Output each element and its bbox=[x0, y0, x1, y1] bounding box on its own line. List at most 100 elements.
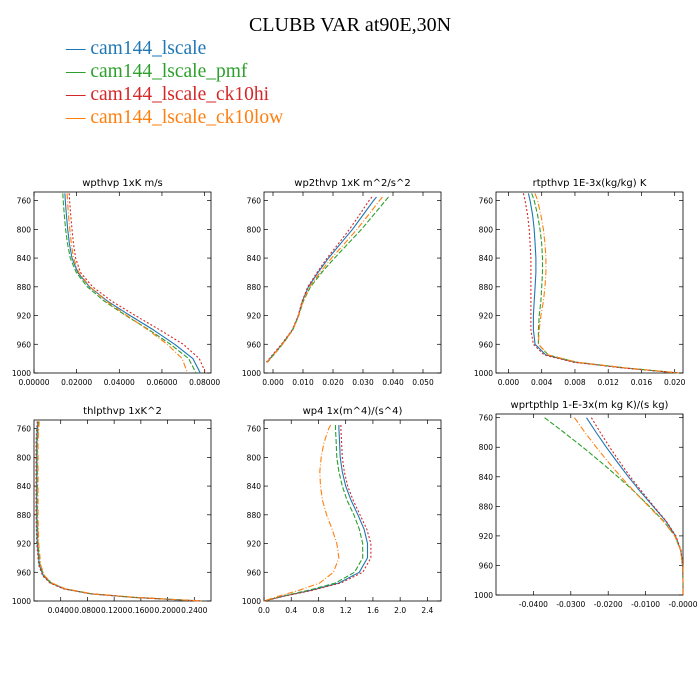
series-line bbox=[68, 193, 207, 374]
legend-swatch: — bbox=[66, 38, 91, 59]
panel-title: wprtpthlp 1-E-3x(m kg K)/(s kg) bbox=[511, 400, 669, 411]
legend-label: cam144_lscale bbox=[90, 38, 207, 59]
y-tick-label: 800 bbox=[247, 225, 262, 234]
x-tick-label: 0.00000 bbox=[18, 378, 49, 387]
series-line bbox=[265, 196, 373, 363]
x-tick-label: 0.4 bbox=[285, 606, 297, 615]
legend-item-ck10low: — cam144_lscale_ck10low bbox=[66, 106, 283, 129]
y-tick-label: 920 bbox=[479, 532, 494, 541]
x-tick-label: 0.000 bbox=[262, 378, 284, 387]
x-tick-label: -0.0000 bbox=[669, 600, 698, 609]
x-tick-label: -0.0200 bbox=[594, 600, 623, 609]
y-tick-label: 800 bbox=[479, 443, 494, 452]
x-tick-label: 0.02000 bbox=[61, 378, 92, 387]
legend-label: cam144_lscale_pmf bbox=[90, 61, 248, 82]
series-line bbox=[544, 417, 684, 595]
y-tick-label: 800 bbox=[247, 453, 262, 462]
y-tick-label: 920 bbox=[17, 540, 32, 549]
series-line bbox=[263, 425, 364, 602]
x-tick-label: 0.2000 bbox=[154, 606, 180, 615]
series-line bbox=[263, 425, 372, 602]
series-line bbox=[62, 193, 197, 374]
legend-item-pmf: — cam144_lscale_pmf bbox=[66, 60, 283, 83]
x-tick-label: 1.6 bbox=[367, 606, 379, 615]
series-line bbox=[66, 193, 189, 374]
y-tick-label: 960 bbox=[17, 340, 32, 349]
x-tick-label: 0.016 bbox=[631, 378, 653, 387]
legend-swatch: — bbox=[66, 84, 91, 105]
legend-swatch: — bbox=[66, 107, 91, 128]
y-tick-label: 760 bbox=[247, 197, 262, 206]
y-tick-label: 880 bbox=[479, 283, 494, 292]
x-tick-label: 0.04000 bbox=[104, 378, 135, 387]
x-tick-label: 0.0 bbox=[258, 606, 270, 615]
series-line bbox=[522, 193, 679, 374]
panel-frame bbox=[495, 413, 684, 596]
x-tick-label: 0.004 bbox=[531, 378, 553, 387]
legend-label: cam144_lscale_ck10hi bbox=[90, 84, 270, 105]
x-tick-label: 0.020 bbox=[322, 378, 344, 387]
x-tick-label: 1.2 bbox=[340, 606, 352, 615]
panel-frame bbox=[495, 191, 684, 374]
x-tick-label: 0.012 bbox=[597, 378, 619, 387]
y-tick-label: 760 bbox=[17, 197, 32, 206]
y-tick-label: 840 bbox=[479, 254, 494, 263]
y-tick-label: 760 bbox=[17, 425, 32, 434]
x-tick-label: 0.020 bbox=[664, 378, 686, 387]
y-tick-label: 1000 bbox=[242, 597, 261, 606]
legend-item-ck10hi: — cam144_lscale_ck10hi bbox=[66, 83, 283, 106]
panel-frame bbox=[263, 419, 442, 602]
y-tick-label: 840 bbox=[479, 473, 494, 482]
panel-title: rtpthvp 1E-3x(kg/kg) K bbox=[533, 178, 647, 189]
series-line bbox=[35, 421, 201, 602]
y-tick-label: 840 bbox=[17, 482, 32, 491]
y-tick-label: 760 bbox=[247, 425, 262, 434]
y-tick-label: 880 bbox=[247, 283, 262, 292]
series-line bbox=[37, 421, 203, 602]
y-tick-label: 960 bbox=[247, 340, 262, 349]
series-line bbox=[574, 417, 684, 595]
y-tick-label: 840 bbox=[17, 254, 32, 263]
x-tick-label: 0.008 bbox=[564, 378, 586, 387]
figure-title: CLUBB VAR at90E,30N bbox=[248, 14, 452, 36]
series-line bbox=[266, 196, 377, 363]
panel-title: thlpthvp 1xK^2 bbox=[83, 406, 162, 417]
y-tick-label: 880 bbox=[17, 283, 32, 292]
series-line bbox=[266, 196, 383, 363]
x-tick-label: 2.0 bbox=[394, 606, 406, 615]
series-line bbox=[64, 193, 201, 374]
panel-frame bbox=[33, 191, 212, 374]
legend-label: cam144_lscale_ck10low bbox=[90, 107, 284, 128]
series-line bbox=[527, 193, 679, 374]
series-line bbox=[263, 424, 340, 602]
y-tick-label: 800 bbox=[17, 225, 32, 234]
series-line bbox=[36, 421, 202, 602]
y-tick-label: 1000 bbox=[242, 369, 261, 378]
panel-frame bbox=[263, 191, 442, 374]
x-tick-label: 0.1600 bbox=[128, 606, 154, 615]
x-tick-label: 0.1200 bbox=[101, 606, 127, 615]
y-tick-label: 760 bbox=[479, 414, 494, 423]
y-tick-label: 800 bbox=[17, 453, 32, 462]
y-tick-label: 840 bbox=[247, 482, 262, 491]
legend-swatch: — bbox=[66, 61, 91, 82]
series-line bbox=[531, 193, 679, 374]
x-tick-label: 0.06000 bbox=[146, 378, 177, 387]
x-tick-label: 0.0400 bbox=[48, 606, 74, 615]
y-tick-label: 800 bbox=[479, 225, 494, 234]
x-tick-label: 0.0800 bbox=[74, 606, 100, 615]
panel-frame bbox=[33, 419, 212, 602]
x-tick-label: 0.030 bbox=[352, 378, 374, 387]
legend-item-lscale: — cam144_lscale bbox=[66, 37, 283, 60]
series-line bbox=[534, 193, 679, 374]
panel-title: wpthvp 1xK m/s bbox=[82, 178, 163, 189]
legend: — cam144_lscale — cam144_lscale_pmf — ca… bbox=[66, 37, 283, 129]
x-tick-label: 0.050 bbox=[412, 378, 434, 387]
y-tick-label: 960 bbox=[17, 568, 32, 577]
y-tick-label: 760 bbox=[479, 197, 494, 206]
y-tick-label: 1000 bbox=[12, 597, 31, 606]
series-line bbox=[267, 196, 389, 363]
y-tick-label: 1000 bbox=[12, 369, 31, 378]
series-line bbox=[36, 421, 202, 602]
